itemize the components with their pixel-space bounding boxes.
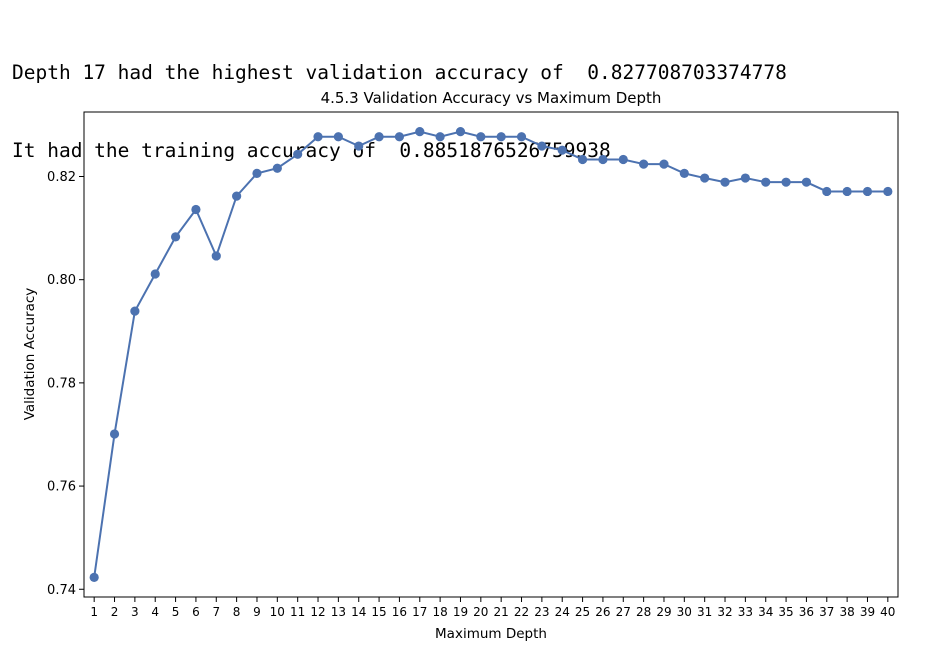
y-tick-label: 0.74 bbox=[47, 583, 76, 598]
data-point bbox=[720, 177, 730, 187]
x-tick-label: 40 bbox=[880, 605, 895, 619]
training-accuracy-line: It had the training accuracy of 0.885187… bbox=[12, 139, 611, 162]
x-tick-label: 33 bbox=[738, 605, 753, 619]
x-tick-label: 10 bbox=[270, 605, 285, 619]
x-tick-label: 13 bbox=[331, 605, 346, 619]
y-axis: 0.74 0.76 0.78 0.80 0.82 bbox=[47, 170, 84, 598]
data-point bbox=[883, 186, 893, 197]
x-tick-label: 2 bbox=[111, 605, 119, 619]
data-point bbox=[842, 186, 852, 197]
highest-accuracy-line: Depth 17 had the highest validation accu… bbox=[12, 61, 787, 84]
data-point bbox=[374, 132, 384, 142]
data-point bbox=[801, 177, 812, 187]
x-tick-label: 29 bbox=[656, 605, 671, 619]
data-points bbox=[89, 127, 893, 582]
data-point bbox=[89, 572, 99, 582]
y-tick-label: 0.80 bbox=[47, 273, 76, 288]
data-point bbox=[537, 141, 547, 151]
x-tick-label: 21 bbox=[494, 605, 509, 619]
x-tick-label: 16 bbox=[392, 605, 407, 619]
data-point bbox=[700, 173, 710, 183]
x-tick-label: 35 bbox=[778, 605, 793, 619]
validation-accuracy-chart: 4.5.3 Validation Accuracy vs Maximum Dep… bbox=[22, 89, 899, 642]
plot-frame bbox=[83, 111, 899, 598]
x-tick-label: 11 bbox=[290, 605, 305, 619]
data-point bbox=[761, 177, 771, 187]
data-point bbox=[170, 232, 181, 242]
x-tick-label: 34 bbox=[758, 605, 773, 619]
x-tick-label: 6 bbox=[192, 605, 200, 619]
data-point bbox=[130, 306, 140, 316]
x-tick-label: 26 bbox=[595, 605, 610, 619]
data-point bbox=[659, 159, 669, 169]
data-point bbox=[822, 186, 832, 197]
x-tick-label: 23 bbox=[534, 605, 549, 619]
data-point bbox=[557, 145, 567, 155]
data-point bbox=[211, 251, 221, 261]
data-point bbox=[577, 154, 588, 165]
data-point bbox=[232, 191, 242, 201]
data-point bbox=[435, 132, 445, 142]
cell-output-text: Depth 17 had the highest validation accu… bbox=[12, 8, 787, 190]
x-tick-label: 14 bbox=[351, 605, 366, 619]
x-tick-label: 15 bbox=[371, 605, 386, 619]
data-point bbox=[415, 127, 425, 137]
data-point bbox=[313, 132, 323, 142]
data-point bbox=[476, 132, 486, 142]
data-point bbox=[740, 173, 750, 183]
data-point bbox=[598, 154, 608, 165]
data-point bbox=[618, 154, 628, 165]
x-tick-label: 20 bbox=[473, 605, 488, 619]
x-tick-label: 24 bbox=[555, 605, 570, 619]
data-point bbox=[862, 186, 873, 197]
x-tick-label: 27 bbox=[616, 605, 631, 619]
data-point bbox=[781, 177, 791, 187]
x-tick-label: 37 bbox=[819, 605, 834, 619]
x-tick-label: 8 bbox=[233, 605, 241, 619]
data-point bbox=[679, 168, 689, 178]
x-tick-label: 9 bbox=[253, 605, 261, 619]
x-tick-label: 32 bbox=[717, 605, 732, 619]
data-point bbox=[150, 269, 160, 279]
data-point bbox=[455, 127, 466, 137]
series-line bbox=[93, 130, 888, 578]
y-tick-label: 0.76 bbox=[47, 480, 76, 495]
x-tick-label: 31 bbox=[697, 605, 712, 619]
x-tick-label: 12 bbox=[310, 605, 325, 619]
y-tick-label: 0.82 bbox=[47, 170, 76, 185]
x-axis-label: Maximum Depth bbox=[435, 626, 547, 642]
data-point bbox=[272, 163, 282, 173]
data-point bbox=[354, 141, 364, 151]
x-tick-label: 38 bbox=[839, 605, 854, 619]
x-tick-label: 28 bbox=[636, 605, 651, 619]
x-tick-label: 4 bbox=[151, 605, 159, 619]
x-tick-label: 19 bbox=[453, 605, 468, 619]
x-axis: 1 2 3 4 5 6 7 8 9 10 11 12 13 14 15 16 17 18 19 20 21 22 23 24 2… bbox=[90, 597, 895, 619]
data-point bbox=[639, 159, 649, 169]
data-point bbox=[109, 429, 120, 439]
data-point bbox=[191, 204, 201, 215]
x-tick-label: 1 bbox=[90, 605, 98, 619]
x-tick-label: 22 bbox=[514, 605, 529, 619]
x-tick-label: 30 bbox=[677, 605, 692, 619]
x-tick-label: 39 bbox=[860, 605, 875, 619]
y-axis-label: Validation Accuracy bbox=[22, 288, 38, 421]
data-point bbox=[293, 149, 303, 159]
x-tick-label: 17 bbox=[412, 605, 427, 619]
x-tick-label: 5 bbox=[172, 605, 180, 619]
data-point bbox=[496, 132, 506, 142]
x-tick-label: 18 bbox=[432, 605, 447, 619]
data-point bbox=[333, 132, 343, 142]
x-tick-label: 3 bbox=[131, 605, 139, 619]
x-tick-label: 7 bbox=[212, 605, 220, 619]
x-tick-label: 36 bbox=[799, 605, 814, 619]
y-tick-label: 0.78 bbox=[47, 376, 76, 391]
x-tick-label: 25 bbox=[575, 605, 590, 619]
data-point bbox=[394, 132, 405, 142]
chart-title: 4.5.3 Validation Accuracy vs Maximum Dep… bbox=[321, 89, 662, 107]
data-point bbox=[252, 168, 262, 178]
data-point bbox=[516, 132, 527, 142]
